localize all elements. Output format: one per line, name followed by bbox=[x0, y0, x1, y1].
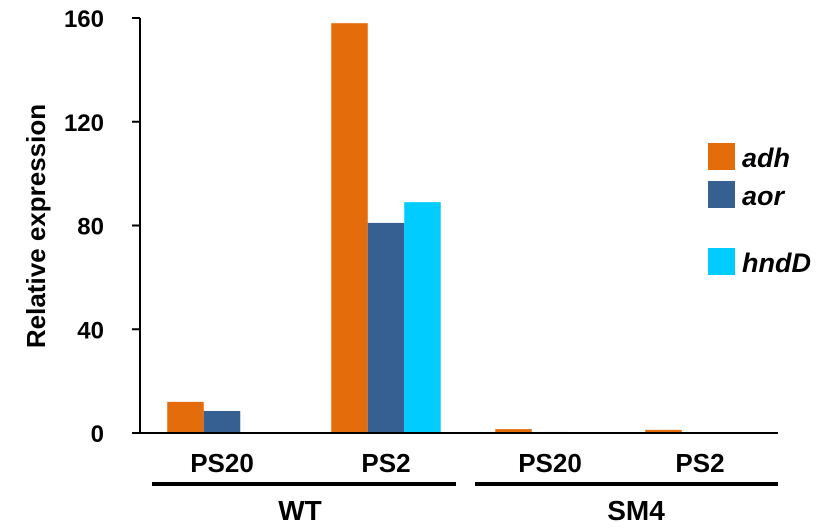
legend: adh aor hndD bbox=[708, 143, 811, 278]
category-label: PS20 bbox=[518, 448, 582, 478]
legend-label-hndD: hndD bbox=[742, 248, 811, 278]
bar-adh-3 bbox=[495, 429, 532, 433]
y-tick-label: 80 bbox=[77, 214, 104, 241]
category-label: PS2 bbox=[675, 448, 724, 478]
y-axis-ticks: 0 40 80 120 160 bbox=[64, 6, 140, 448]
group-label-sm4: SM4 bbox=[607, 495, 665, 526]
y-tick-label: 160 bbox=[64, 6, 104, 33]
y-axis-label: Relative expression bbox=[21, 104, 51, 348]
bar-adh-4 bbox=[645, 429, 682, 433]
axes bbox=[139, 18, 778, 434]
group-label-wt: WT bbox=[278, 495, 322, 526]
bar-adh-2 bbox=[331, 23, 368, 433]
y-tick-label: 120 bbox=[64, 110, 104, 137]
legend-label-adh: adh bbox=[742, 143, 790, 173]
bar-hndD-2 bbox=[404, 202, 441, 433]
legend-swatch-aor bbox=[708, 181, 735, 208]
bar-aor-2 bbox=[367, 222, 405, 433]
legend-swatch-hndD bbox=[708, 248, 735, 275]
bars bbox=[167, 23, 719, 433]
bar-aor-1 bbox=[203, 410, 241, 433]
y-tick-label: 0 bbox=[91, 421, 104, 448]
legend-label-aor: aor bbox=[742, 181, 786, 211]
bar-adh-1 bbox=[167, 401, 204, 433]
x-axis-labels: PS20 PS2 PS20 PS2 bbox=[190, 448, 724, 478]
y-tick-label: 40 bbox=[77, 317, 104, 344]
category-label: PS20 bbox=[190, 448, 254, 478]
legend-swatch-adh bbox=[708, 143, 735, 170]
group-labels: WT SM4 bbox=[152, 482, 778, 526]
category-label: PS2 bbox=[361, 448, 410, 478]
